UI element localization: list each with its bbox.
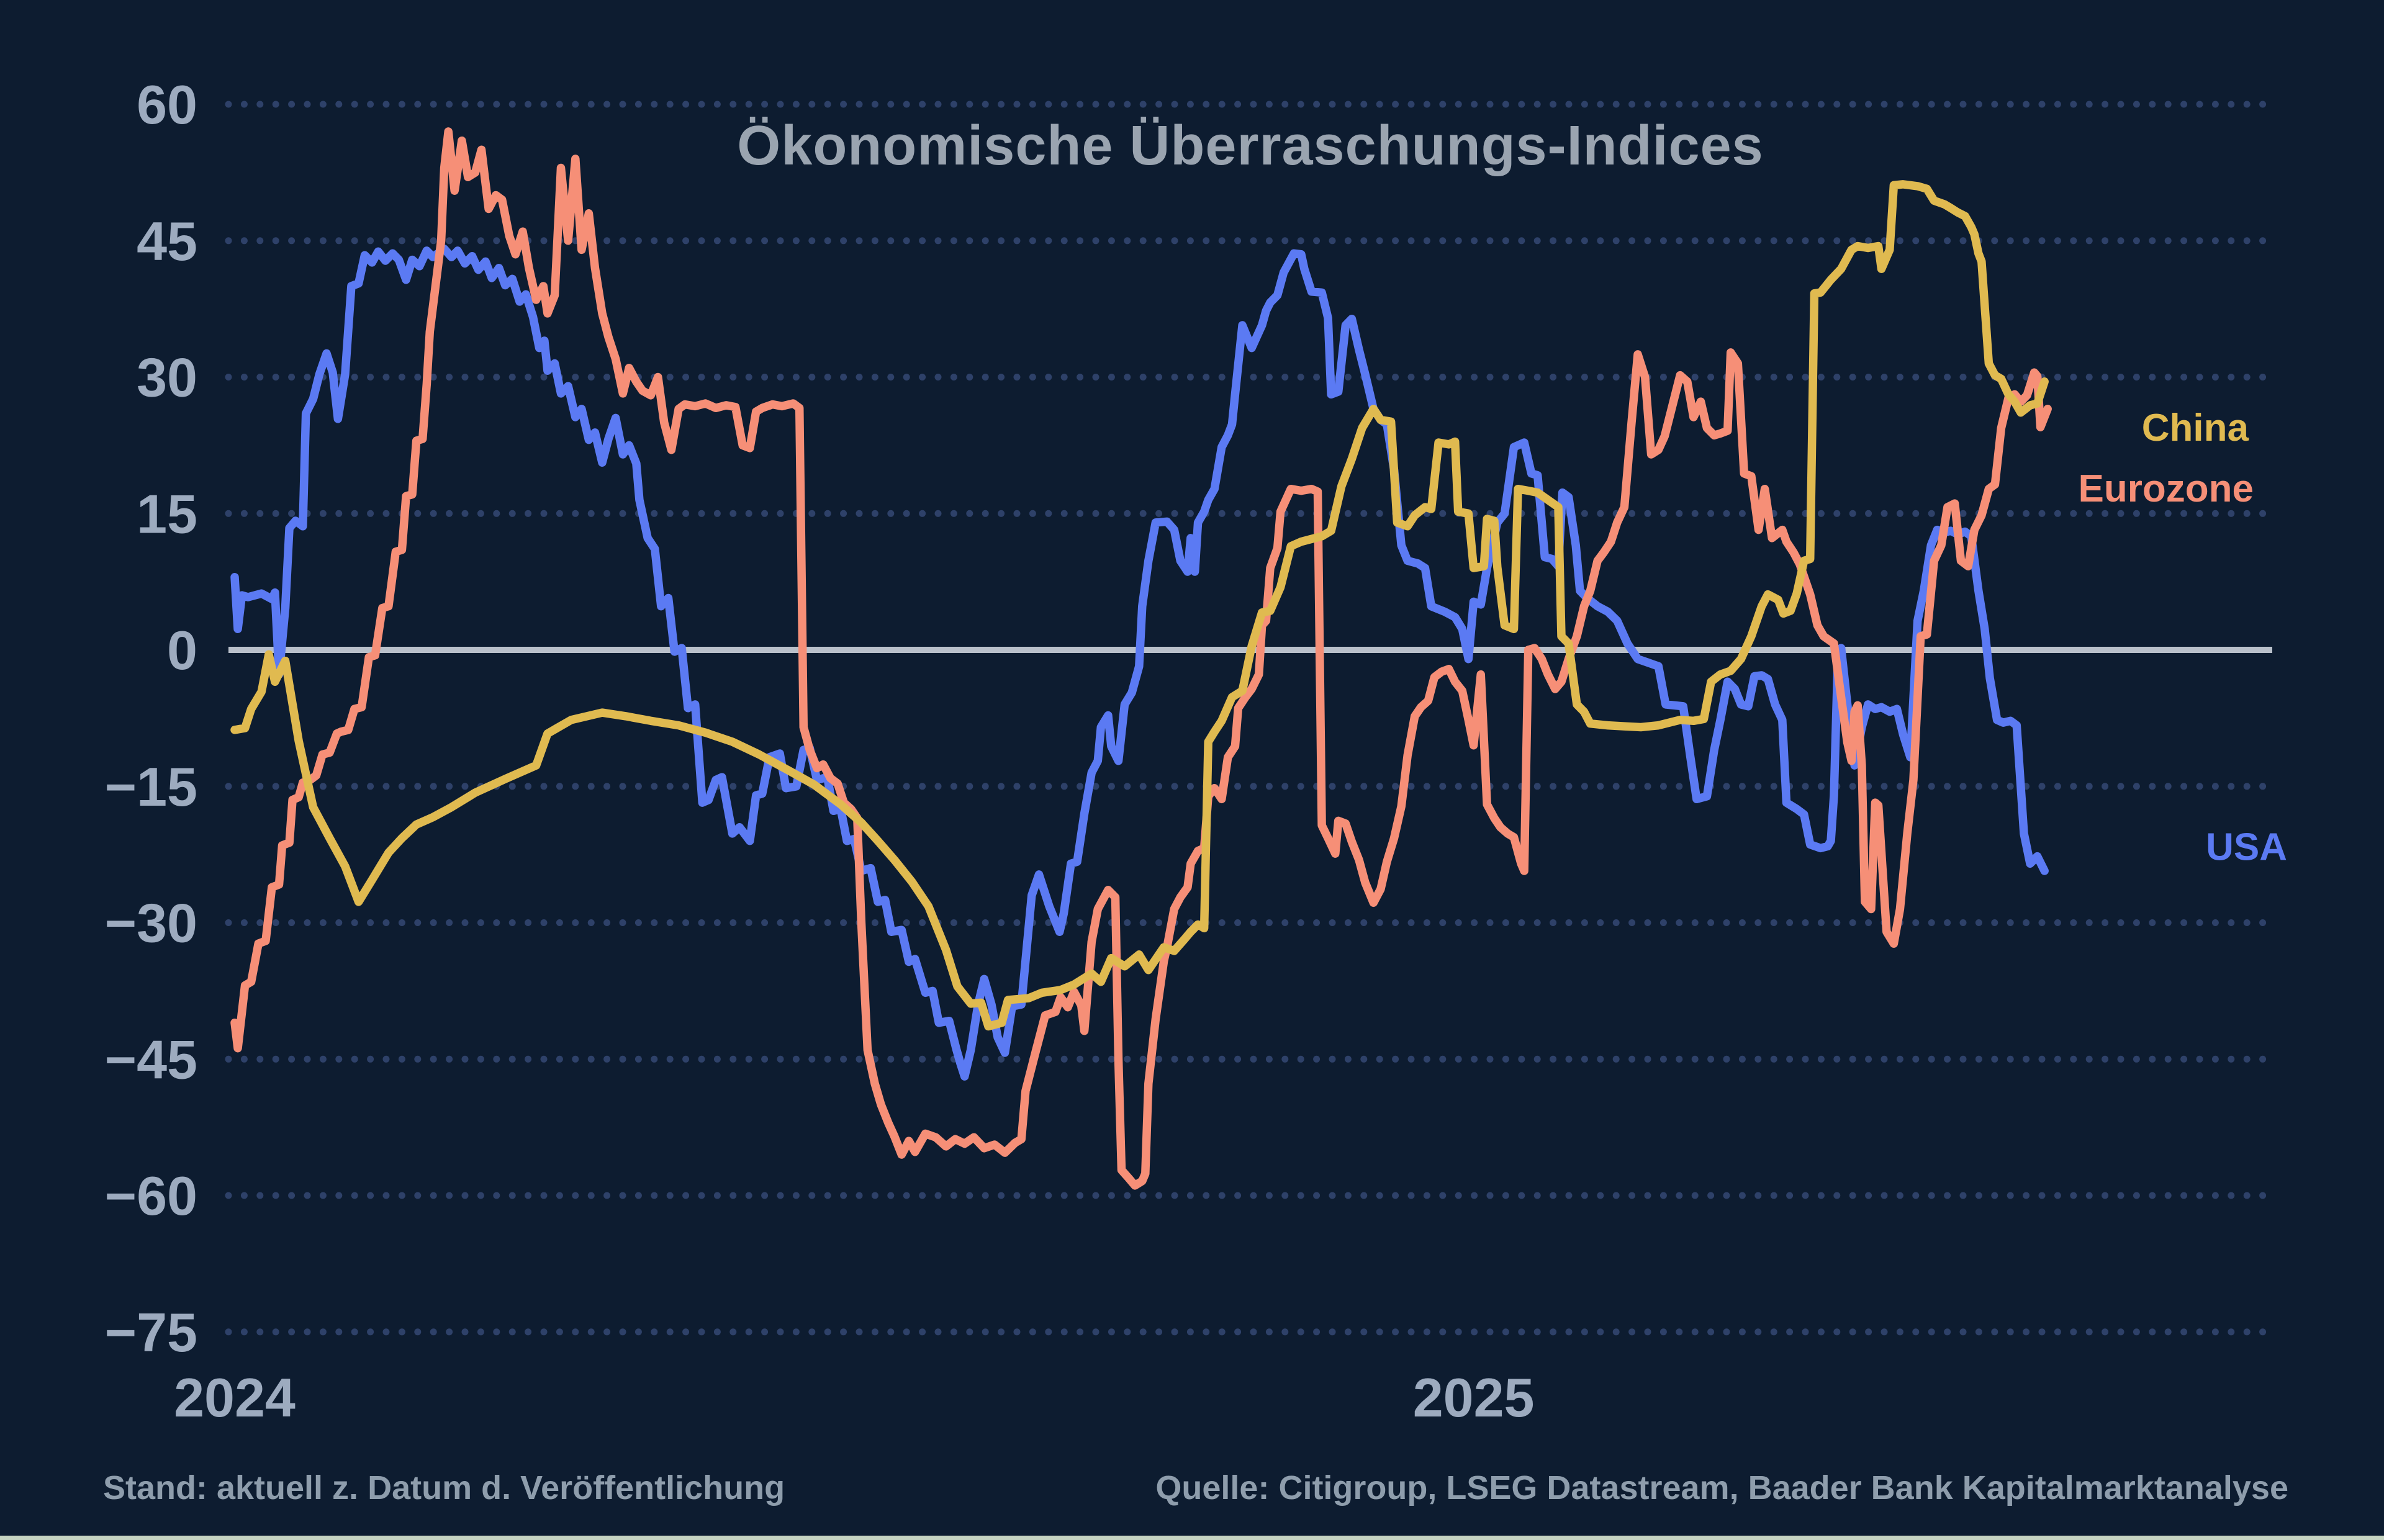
- y-tick-label-15: 15: [137, 483, 197, 544]
- series-line-usa: [230, 245, 2049, 1081]
- footer-source-note: Quelle: Citigroup, LSEG Datastream, Baad…: [1155, 1469, 2288, 1506]
- y-tick-label--15: −15: [105, 756, 197, 817]
- series-line-china: [230, 180, 2049, 1031]
- y-tick-label--30: −30: [105, 893, 197, 954]
- y-tick-label-60: 60: [137, 74, 197, 135]
- bottom-edge-strip: [0, 1536, 2384, 1540]
- series-label-eurozone: Eurozone: [2079, 467, 2254, 510]
- series-label-usa: USA: [2206, 826, 2287, 868]
- y-tick-label-30: 30: [137, 347, 197, 408]
- y-tick-label-45: 45: [137, 210, 197, 272]
- y-tick-label--75: −75: [105, 1302, 197, 1363]
- y-tick-label--60: −60: [105, 1165, 197, 1227]
- x-tick-label-2024: 2024: [174, 1367, 296, 1428]
- series-label-china: China: [2142, 407, 2249, 449]
- y-tick-label--45: −45: [105, 1029, 197, 1090]
- chart-title: Ökonomische Überraschungs-Indices: [737, 115, 1764, 177]
- y-tick-label-0: 0: [167, 619, 197, 681]
- x-tick-label-2025: 2025: [1413, 1367, 1535, 1428]
- footer-status-note: Stand: aktuell z. Datum d. Veröffentlich…: [103, 1469, 785, 1506]
